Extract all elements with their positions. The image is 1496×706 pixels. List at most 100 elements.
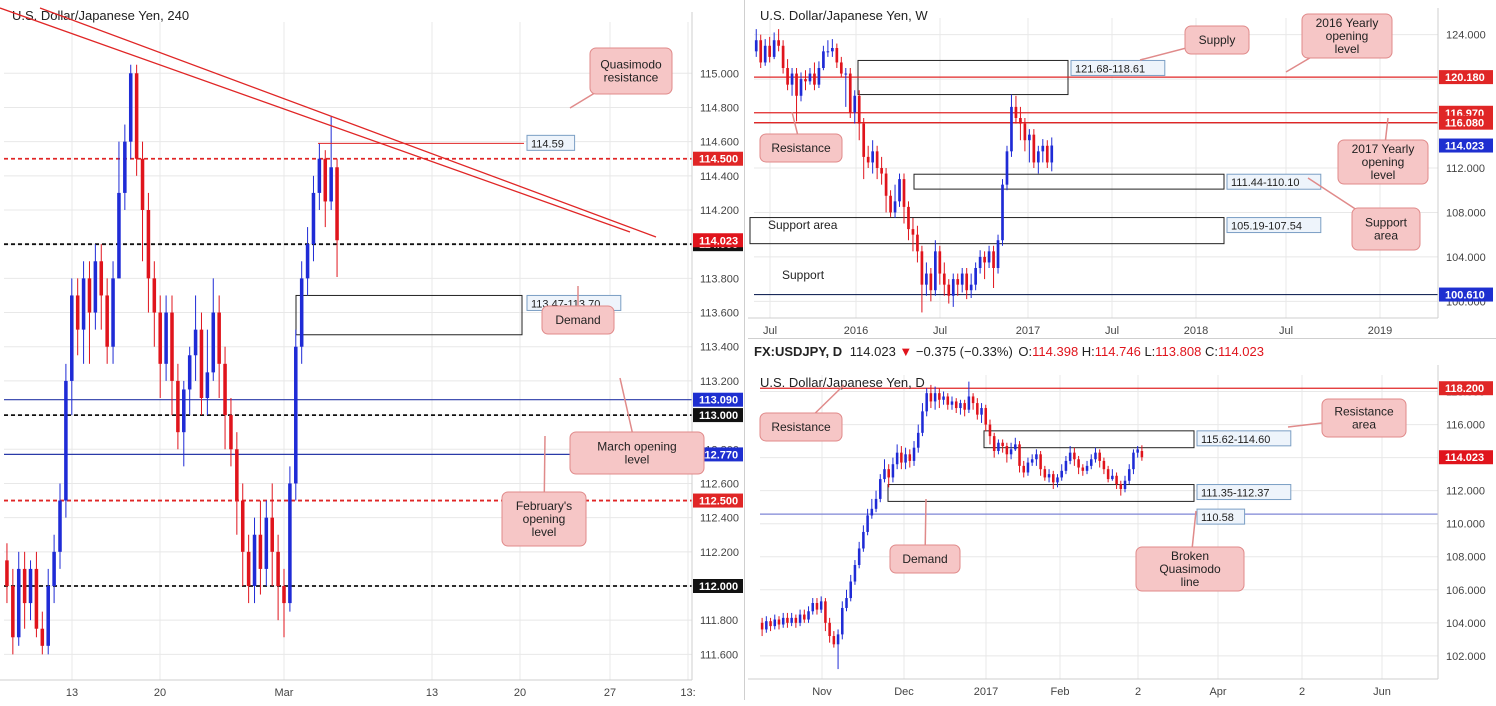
candle-body [826, 51, 830, 53]
daily-close: 114.023 [1217, 344, 1264, 359]
candle-body [807, 611, 810, 620]
candle-body [950, 401, 954, 405]
candle-body [182, 389, 186, 433]
candle-body [904, 454, 907, 463]
level-tag [693, 151, 743, 166]
candle-body [942, 273, 946, 285]
callout-support-area: area [1374, 229, 1398, 243]
candle-body [883, 469, 886, 480]
candle-body [111, 278, 115, 347]
level-tag [1439, 115, 1493, 130]
candle-body [1005, 151, 1009, 185]
y-tick-label: 104.000 [1446, 252, 1486, 264]
candle-body [1039, 454, 1042, 470]
x-tick-label: Jul [933, 325, 947, 337]
candle-body [1111, 475, 1114, 480]
candle-body [916, 234, 919, 252]
candle-body [769, 621, 772, 627]
callout-box [759, 412, 843, 442]
callout-2017-yearly: opening [1362, 155, 1405, 169]
h4-trendline-lower [39, 7, 657, 238]
candle-body [828, 622, 831, 637]
candle-body [229, 415, 233, 450]
candle-body [164, 312, 168, 364]
y-tick-label: 111.600 [700, 649, 738, 661]
candle-body [1022, 465, 1026, 473]
callout-resistance: Resistance [771, 141, 831, 155]
candle-body [992, 436, 996, 451]
daily-last-price: 114.023 [849, 344, 896, 359]
candle-body [984, 408, 988, 425]
y-tick-label: 108.000 [1446, 552, 1486, 564]
candle-body [824, 601, 827, 623]
x-tick-label: Nov [812, 686, 832, 698]
candle-body [240, 500, 245, 552]
candle-body [52, 551, 56, 586]
candle-body [1045, 145, 1049, 163]
callout-box [501, 491, 587, 547]
daily-high-label: H: [1081, 344, 1095, 359]
candle-body [893, 201, 897, 213]
callout-box [1184, 25, 1250, 55]
x-tick-label: Feb [1051, 686, 1070, 698]
candle-body [929, 273, 933, 291]
candle-body [862, 531, 865, 549]
y-tick-label: 112.200 [700, 547, 739, 559]
candle-body [870, 508, 874, 516]
daily-chart[interactable]: 118.000116.000114.000112.000110.000108.0… [748, 339, 1496, 701]
candle-body [123, 141, 127, 193]
callout-2016-yearly: opening [1326, 29, 1369, 43]
level-tag-label: 112.770 [699, 449, 738, 461]
callout-box [589, 47, 673, 95]
h4-chart[interactable]: 115.000 114.800 114.600 114.400 114.200 114.0… [0, 0, 744, 700]
candle-body [921, 411, 924, 433]
candle-body [808, 73, 812, 82]
candle-body [1026, 462, 1030, 473]
daily-symbol: FX:USDJPY, D [754, 344, 843, 359]
candle-body [1098, 452, 1101, 461]
candle-body [790, 617, 793, 623]
x-tick-label: Jul [763, 325, 777, 337]
candle-body [1019, 118, 1022, 124]
candle-body [1106, 469, 1110, 480]
weekly-support-area-text: Support area [768, 218, 838, 232]
candle-body [907, 206, 910, 230]
candle-body [777, 619, 781, 625]
candle-body [28, 568, 33, 604]
weekly-chart-panel: 124.000120.000116.000112.000108.000104.0… [748, 0, 1496, 338]
zone-box [887, 484, 1195, 502]
candle-body [841, 607, 844, 635]
candle-body [264, 517, 269, 569]
candle-body [798, 614, 802, 623]
candle-body [857, 95, 861, 124]
level-tag [1439, 381, 1493, 396]
candle-body [933, 393, 937, 402]
daily-change: −0.375 (−0.33%) [915, 344, 1013, 359]
candle-body [963, 403, 966, 410]
callout-daily-resistance-area: area [1352, 418, 1376, 432]
y-tick-label: 112.000 [1446, 486, 1485, 498]
candle-body [839, 62, 843, 74]
level-tag [693, 447, 743, 462]
candle-body [117, 192, 121, 279]
candle-body [956, 279, 960, 285]
candle-body [128, 73, 133, 142]
zone-box [913, 173, 1225, 190]
x-tick-label: Jul [1105, 325, 1119, 337]
candle-body [759, 40, 763, 63]
weekly-supply-zone-label: 121.68-118.61 [1075, 63, 1145, 75]
x-tick-label: Dec [894, 686, 914, 698]
candle-body [1077, 459, 1080, 468]
candle-body [335, 167, 339, 241]
x-tick-label: 2019 [1368, 325, 1392, 337]
x-tick-label: 2018 [1184, 325, 1208, 337]
level-tag [693, 493, 743, 508]
candle-body [1014, 106, 1018, 118]
chart-title: U.S. Dollar/Japanese Yen, D [760, 375, 925, 390]
weekly-chart[interactable]: 124.000120.000116.000112.000108.000104.0… [748, 0, 1496, 338]
candle-body [781, 617, 785, 625]
candle-body [1001, 442, 1004, 447]
candle-body [87, 278, 92, 313]
candle-body [187, 355, 192, 390]
callout-quasimodo-resistance: Quasimodo [600, 58, 662, 72]
